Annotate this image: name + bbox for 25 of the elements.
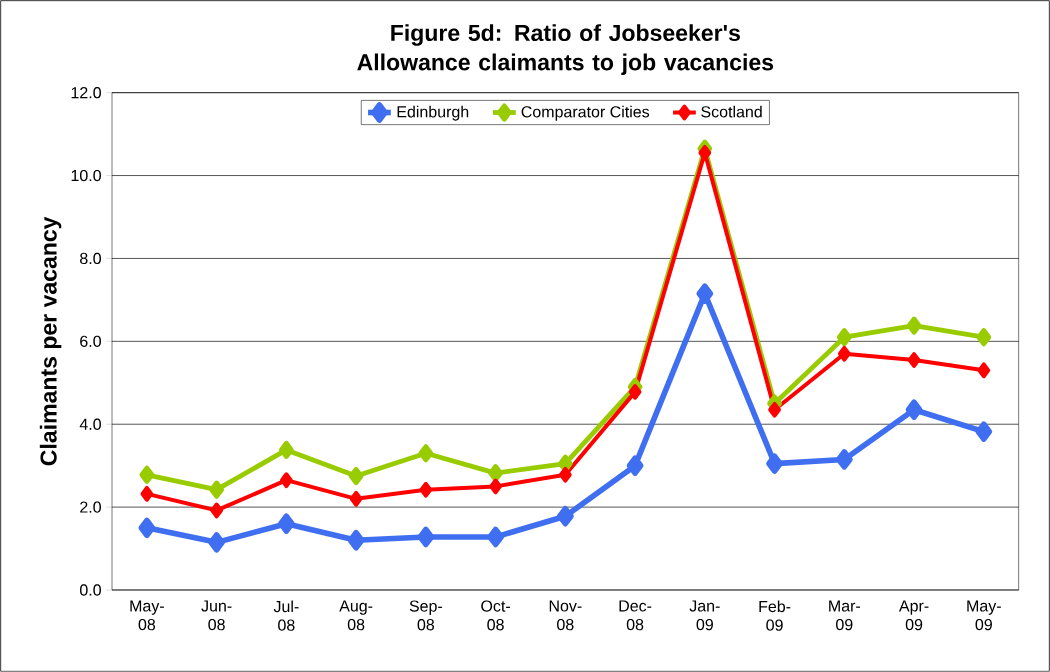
chart-title: Figure 5d: Ratio of Jobseeker's Allowance claimants to job vacancies: [357, 24, 774, 75]
x-tick-label: Mar-09: [829, 600, 861, 631]
x-tick-label: Feb-09: [759, 600, 791, 631]
y-tick-label: 6.0: [80, 335, 101, 347]
y-tick-label: 10.0: [71, 169, 101, 182]
x-tick-label: Dec-08: [619, 600, 652, 631]
x-tick-label: Aug-08: [339, 600, 373, 631]
x-tick-label: Sep-08: [409, 600, 443, 631]
y-tick-label: 2.0: [80, 501, 101, 513]
x-tick-label: Apr-09: [898, 600, 929, 631]
x-tick-label: May-09: [967, 600, 1001, 631]
y-axis-title: Claimants per vacancy: [39, 216, 62, 466]
x-tick-label: May-08: [130, 600, 164, 631]
x-tick-label: Jul-08: [273, 600, 299, 631]
legend-label: Edinburgh: [397, 105, 469, 121]
legend-label: Scotland: [701, 105, 762, 118]
x-tick-label: Oct-08: [481, 600, 510, 631]
y-tick-label: 4.0: [79, 418, 101, 430]
x-tick-label: Nov-08: [549, 600, 582, 631]
x-tick-label: Jun-08: [201, 600, 232, 631]
y-tick-label: 8.0: [80, 252, 101, 265]
legend-label: Comparator Cities: [521, 105, 650, 121]
y-tick-label: 0.0: [79, 584, 101, 596]
y-tick-label: 12.0: [71, 87, 101, 99]
x-tick-label: Jan-09: [689, 600, 720, 631]
